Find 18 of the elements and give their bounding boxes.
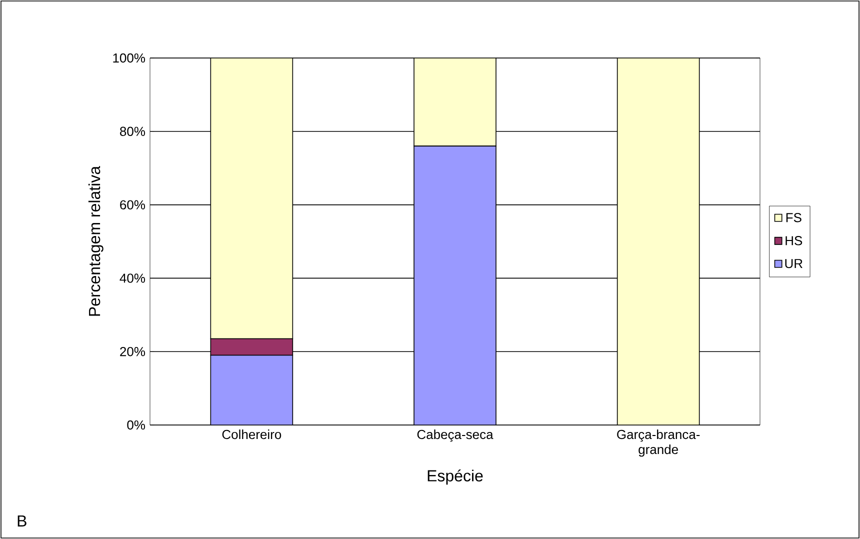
legend-label: UR [785,259,802,268]
x-axis-title: Espécie [428,470,483,485]
bar [210,58,294,340]
bar [616,58,700,426]
y-tick-label: 20% [120,346,146,356]
legend-label: FS [786,213,802,222]
x-tick-label: Garça-branca-grande [617,430,700,457]
x-tick-label: Cabeça-seca [417,430,494,442]
y-tick-label: 40% [120,274,146,283]
y-tick-label: 0% [127,420,146,430]
y-tick-label: 80% [120,126,146,136]
bar [414,58,496,146]
y-axis-title: Percentagem relativa [88,166,104,316]
legend-label: HS [786,236,802,246]
text: B [18,515,26,526]
y-tick-label: 60% [120,200,146,210]
x-tick-label: Colhereiro [222,430,282,440]
y-tick-label: 100% [113,53,146,63]
